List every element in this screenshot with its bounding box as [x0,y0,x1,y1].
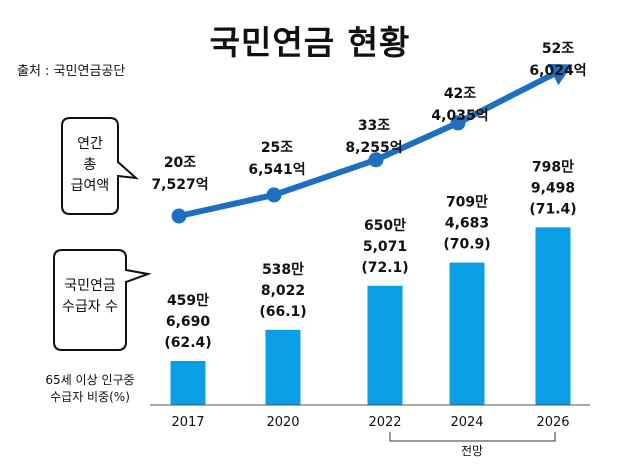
bar-2026 [535,227,571,405]
bar-value-label-2020: (66.1) [259,304,306,320]
bar-2022 [367,285,403,405]
benefit-line [176,69,560,219]
bar-value-label-2026: (71.4) [529,201,576,217]
bar-value-label-2024: (70.9) [443,237,490,253]
line-arrowhead [547,63,573,86]
ratio-legend-line: 65세 이상 인구중 [45,373,135,387]
line-value-label-2022: 33조 [358,118,390,134]
total-benefit-callout [61,117,140,215]
line-point-2017 [171,208,187,224]
labels-layer: 20조 7,527억 25조 6,541억 33조 8,255억 42조 4,035억 52조 6… [151,41,586,351]
callout-line: 총 [83,157,97,173]
bar-value-label-2022: 650만 [364,218,406,234]
bars-layer [170,227,571,405]
bar-2020 [265,329,301,405]
x-tick-label-2024: 2024 [450,415,483,430]
source-note: 출처 : 국민연금공단 [17,64,126,79]
bar-value-label-2026: 9,498 [531,180,575,196]
x-tick-label-2022: 2022 [368,415,401,430]
bar-value-label-2017: 459만 [167,293,209,309]
ratio-legend: 65세 이상 인구중 수급자 비중(%) [30,372,150,406]
line-layer [171,63,573,224]
callout-line: 수급자 수 [62,299,118,315]
line-value-label-2020: 25조 [261,140,293,156]
recipients-callout-text: 국민연금 수급자 수 [54,276,126,318]
callout-line: 국민연금 [64,278,116,294]
bar-value-label-2020: 538만 [262,262,304,278]
bar-2024 [449,262,485,405]
line-value-label-2026: 6,024억 [529,63,586,79]
bar-value-label-2017: 6,690 [166,314,211,330]
line-value-label-2026: 52조 [542,41,574,57]
line-value-label-2020: 6,541억 [248,162,305,178]
forecast-bracket [389,432,556,442]
line-value-label-2024: 4,035억 [431,108,488,124]
callout-line: 연간 [77,136,103,152]
bar-value-label-2026: 798만 [532,159,574,175]
axis-layer: 2017 2020 2022 2024 2026 전망 [150,404,590,458]
recipients-callout [53,249,152,351]
line-point-2022 [368,152,384,168]
page-title: 국민연금 현황 [209,23,411,62]
x-tick-label-2026: 2026 [536,415,569,430]
line-point-2024 [450,115,466,131]
line-point-2020 [266,187,282,203]
line-value-label-2017: 7,527억 [151,177,208,193]
callout-line: 급여액 [70,178,110,194]
bar-value-label-2017: (62.4) [164,335,211,351]
bar-value-label-2022: 5,071 [363,239,407,255]
ratio-legend-line: 수급자 비중(%) [50,390,130,404]
line-value-label-2022: 8,255억 [345,140,402,156]
bar-value-label-2024: 4,683 [445,216,489,232]
line-value-label-2024: 42조 [444,86,476,102]
bar-2017 [170,361,206,405]
line-value-label-2017: 20조 [164,155,196,171]
bar-value-label-2024: 709만 [446,195,488,211]
x-tick-label-2017: 2017 [171,415,204,430]
bar-value-label-2022: (72.1) [361,260,408,276]
x-tick-label-2020: 2020 [266,415,299,430]
total-benefit-callout-text: 연간 총 급여액 [62,134,118,197]
bar-value-label-2020: 8,022 [261,283,305,299]
forecast-label: 전망 [461,444,483,458]
